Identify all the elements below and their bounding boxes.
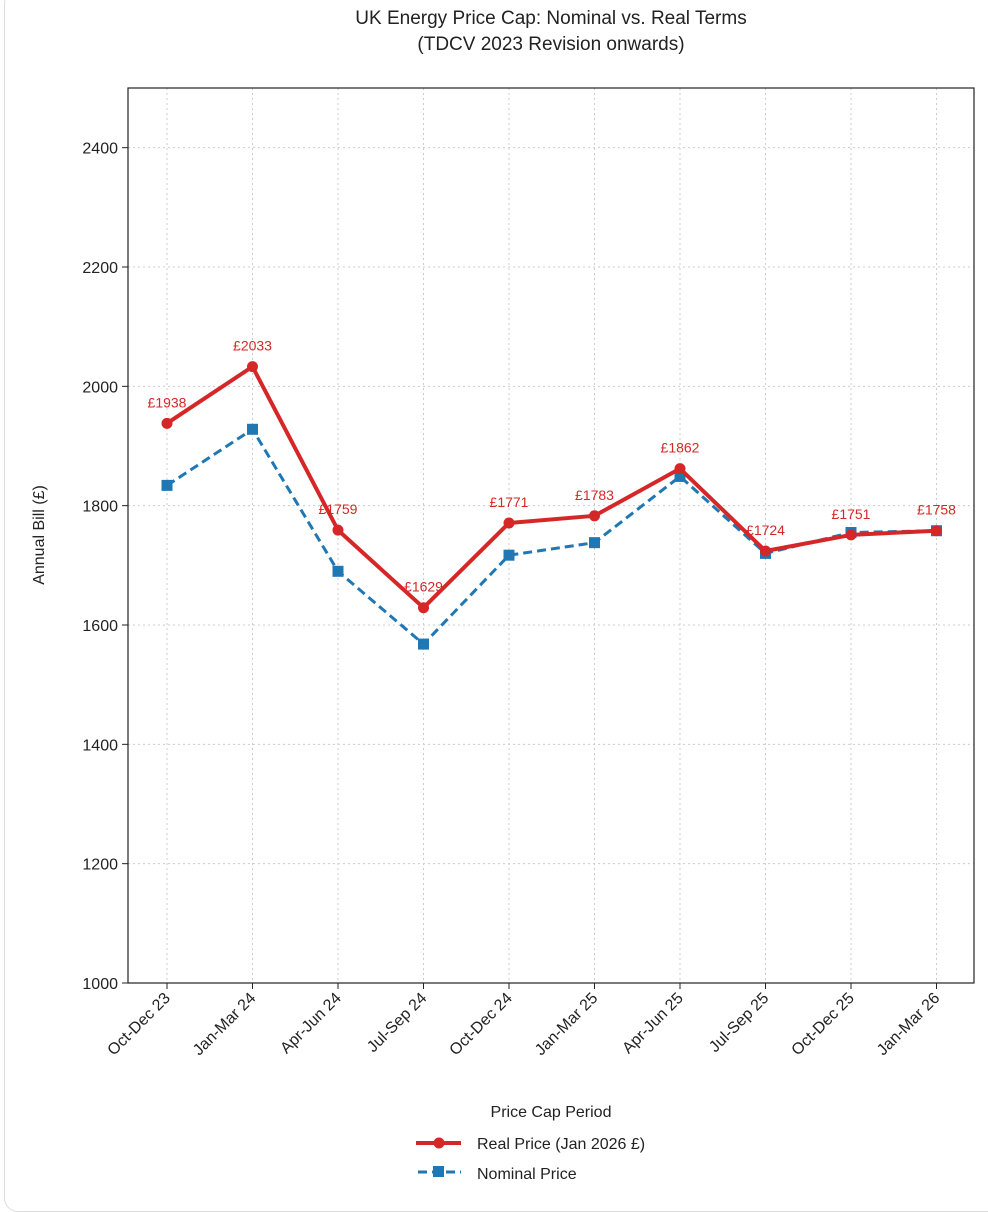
nominal-price-point: [589, 537, 600, 549]
x-tick-label: Apr-Jun 25: [619, 990, 686, 1057]
real-price-data-label: £1771: [490, 494, 529, 510]
real-price-data-label: £1783: [575, 487, 614, 503]
legend-nominal-label: Nominal Price: [477, 1166, 577, 1183]
real-price-data-label: £1938: [148, 394, 187, 410]
nominal-price-point: [332, 565, 344, 577]
nominal-price-point: [674, 470, 686, 482]
nominal-price-point: [247, 423, 258, 435]
x-tick-label: Jan-Mar 26: [874, 990, 943, 1059]
x-tick-label: Jul-Sep 25: [706, 990, 772, 1056]
real-price-point: [845, 529, 857, 541]
real-price-point: [674, 463, 686, 475]
y-axis-label: Annual Bill (£): [31, 485, 48, 585]
nominal-price-point: [418, 638, 429, 650]
x-tick-label: Jan-Mar 24: [190, 990, 259, 1059]
real-price-point: [161, 417, 173, 429]
chart-subtitle: (TDCV 2023 Revision onwards): [417, 34, 684, 55]
x-tick-label: Jan-Mar 25: [532, 990, 601, 1059]
y-tick-label: 1200: [82, 857, 118, 874]
real-price-point: [503, 517, 515, 529]
y-tick-label: 2400: [82, 141, 118, 158]
legend-real-label: Real Price (Jan 2026 £): [477, 1136, 645, 1153]
real-price-point: [931, 525, 942, 537]
y-tick-label: 1000: [82, 976, 118, 993]
legend: Real Price (Jan 2026 £) Nominal Price: [416, 1136, 645, 1183]
x-tick-label: Oct-Dec 24: [447, 990, 516, 1059]
y-tick-label: 2200: [82, 260, 118, 277]
real-price-point: [418, 602, 429, 614]
y-tick-label: 1800: [82, 499, 118, 516]
real-price-data-label: £1724: [746, 522, 785, 538]
x-tick-label: Apr-Jun 24: [277, 990, 344, 1057]
real-price-data-label: £1759: [319, 501, 358, 517]
y-tick-label: 1400: [82, 737, 118, 754]
nominal-price-point: [503, 549, 515, 561]
x-axis-label: Price Cap Period: [491, 1104, 612, 1121]
real-price-point: [332, 524, 344, 536]
plot-area-border: [127, 87, 975, 984]
real-price-point: [589, 510, 600, 522]
y-tick-label: 2000: [82, 379, 118, 396]
real-price-data-label: £1862: [661, 440, 700, 456]
real-price-data-label: £1629: [404, 579, 443, 595]
real-price-data-label: £2033: [233, 338, 272, 354]
real-price-data-label: £1751: [832, 506, 871, 522]
real-price-point: [760, 545, 771, 557]
legend-real-marker: [433, 1137, 445, 1149]
y-tick-label: 1600: [82, 618, 118, 635]
legend-nominal-marker: [433, 1166, 444, 1177]
nominal-price-line: [166, 427, 937, 646]
x-tick-label: Oct-Dec 25: [789, 990, 858, 1059]
nominal-price-point: [161, 479, 173, 491]
real-price-line: [165, 364, 937, 610]
x-tick-label: Jul-Sep 24: [364, 990, 430, 1056]
chart-title: UK Energy Price Cap: Nominal vs. Real Te…: [355, 8, 746, 29]
real-price-point: [247, 361, 258, 373]
real-price-data-label: £1758: [917, 502, 956, 518]
x-tick-label: Oct-Dec 23: [105, 990, 174, 1059]
